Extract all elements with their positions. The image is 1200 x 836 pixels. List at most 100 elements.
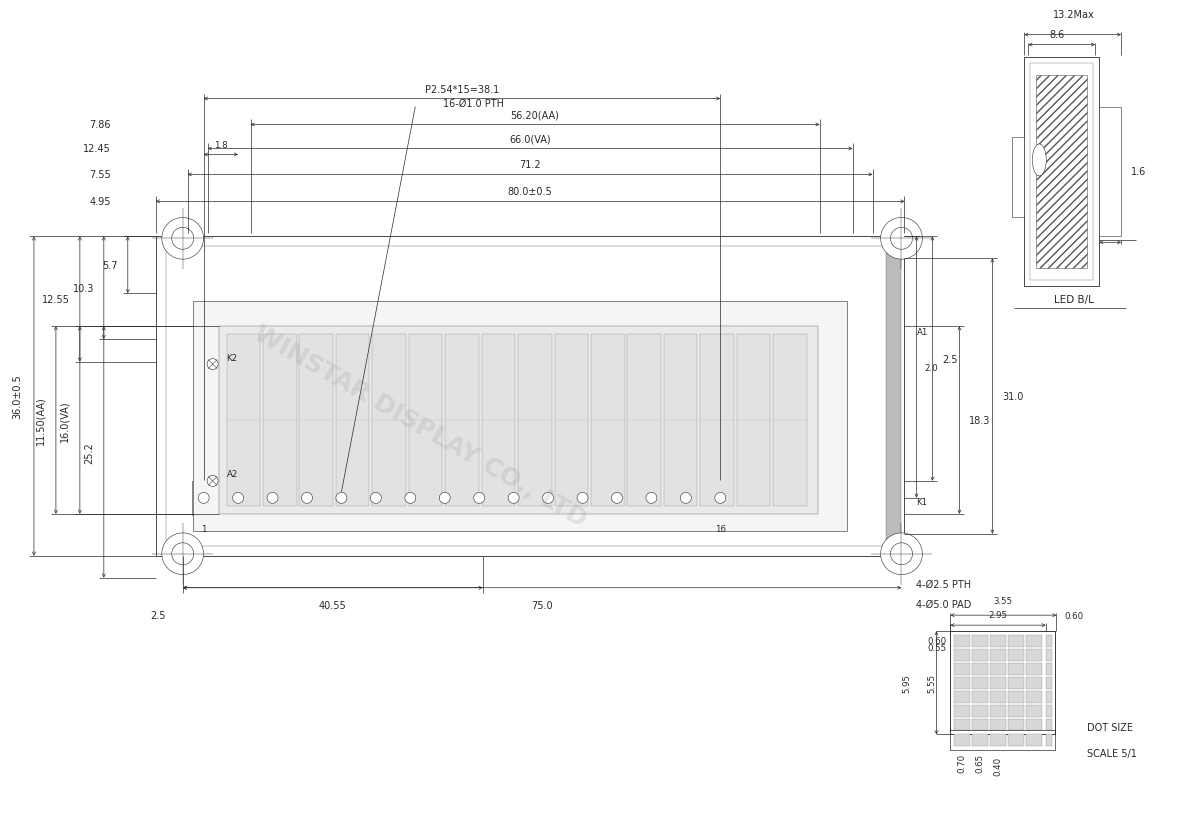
Bar <box>192 482 732 515</box>
Bar <box>701 334 734 507</box>
Text: DOT SIZE: DOT SIZE <box>1087 722 1134 732</box>
Bar <box>518 334 552 507</box>
Bar <box>1026 735 1042 746</box>
Text: 4-Ø2.5 PTH: 4-Ø2.5 PTH <box>917 579 972 589</box>
Bar <box>1099 107 1121 237</box>
Bar <box>990 663 1006 675</box>
Bar <box>954 635 970 647</box>
Bar <box>445 334 479 507</box>
Text: 16.0(VA): 16.0(VA) <box>60 400 70 441</box>
Text: 31.0: 31.0 <box>1002 391 1024 401</box>
Text: 8.6: 8.6 <box>1049 29 1064 39</box>
Bar <box>1008 650 1024 660</box>
Text: 16-Ø1.0 PTH: 16-Ø1.0 PTH <box>443 99 504 109</box>
Circle shape <box>680 492 691 504</box>
Text: 36.0±0.5: 36.0±0.5 <box>12 375 22 419</box>
Text: 4.95: 4.95 <box>89 197 110 207</box>
Bar <box>1025 58 1099 287</box>
Bar <box>300 334 334 507</box>
Bar <box>1045 650 1052 660</box>
Text: 25.2: 25.2 <box>84 441 94 463</box>
Circle shape <box>198 492 209 504</box>
Circle shape <box>162 533 204 575</box>
Text: 12.55: 12.55 <box>42 294 70 304</box>
Text: 13.2Max: 13.2Max <box>1052 10 1094 19</box>
Bar <box>193 302 846 531</box>
Bar <box>554 334 588 507</box>
Bar <box>950 631 1055 735</box>
Circle shape <box>233 492 244 504</box>
Bar <box>990 691 1006 703</box>
Text: 18.3: 18.3 <box>970 415 991 426</box>
Bar <box>773 334 806 507</box>
Bar <box>972 677 988 689</box>
Text: 4-Ø5.0 PAD: 4-Ø5.0 PAD <box>917 599 972 609</box>
Bar <box>166 247 894 546</box>
Bar <box>972 706 988 716</box>
Bar <box>1045 663 1052 675</box>
Bar <box>1026 677 1042 689</box>
Circle shape <box>646 492 656 504</box>
Circle shape <box>404 492 416 504</box>
Bar <box>954 706 970 716</box>
Bar <box>1037 75 1087 269</box>
Text: 66.0(VA): 66.0(VA) <box>509 135 551 145</box>
Text: 5.95: 5.95 <box>902 674 912 692</box>
Circle shape <box>508 492 520 504</box>
Text: 16: 16 <box>715 524 726 533</box>
Bar <box>628 334 661 507</box>
Bar <box>227 334 260 507</box>
Bar <box>1045 635 1052 647</box>
Bar <box>990 677 1006 689</box>
Bar <box>1026 635 1042 647</box>
Bar <box>954 677 970 689</box>
Bar <box>954 735 970 746</box>
Circle shape <box>208 359 218 370</box>
Text: 75.0: 75.0 <box>532 600 553 610</box>
Text: 1.6: 1.6 <box>1132 167 1146 177</box>
Bar <box>1008 677 1024 689</box>
Text: 0.70: 0.70 <box>958 752 967 772</box>
Text: 2.5: 2.5 <box>151 610 167 620</box>
Circle shape <box>439 492 450 504</box>
Bar <box>972 735 988 746</box>
Text: SCALE 5/1: SCALE 5/1 <box>1087 748 1138 758</box>
Text: WINSTAR DISPLAY CO., LTD: WINSTAR DISPLAY CO., LTD <box>250 321 590 532</box>
Bar <box>990 719 1006 731</box>
Text: 71.2: 71.2 <box>520 161 541 171</box>
Bar <box>592 334 624 507</box>
Circle shape <box>371 492 382 504</box>
Bar <box>1026 719 1042 731</box>
Text: LED B/L: LED B/L <box>1054 295 1093 305</box>
Circle shape <box>881 533 923 575</box>
Bar <box>1031 64 1093 281</box>
Bar <box>1045 719 1052 731</box>
Text: A2: A2 <box>227 470 238 479</box>
Bar <box>1026 650 1042 660</box>
Bar <box>1008 706 1024 716</box>
Bar <box>336 334 370 507</box>
Text: 5.55: 5.55 <box>928 674 936 692</box>
Bar <box>990 635 1006 647</box>
Bar <box>1008 719 1024 731</box>
Bar <box>972 691 988 703</box>
Circle shape <box>301 492 312 504</box>
Text: 2.5: 2.5 <box>942 354 958 364</box>
Bar <box>1026 706 1042 716</box>
Text: 10.3: 10.3 <box>72 283 94 293</box>
Circle shape <box>881 218 923 260</box>
Circle shape <box>172 228 193 250</box>
Text: 7.55: 7.55 <box>89 171 110 181</box>
Text: K1: K1 <box>917 497 928 507</box>
Bar <box>972 719 988 731</box>
Text: 1.8: 1.8 <box>214 140 228 150</box>
Text: 1: 1 <box>200 524 206 533</box>
Bar <box>1008 691 1024 703</box>
Circle shape <box>542 492 553 504</box>
Circle shape <box>268 492 278 504</box>
Circle shape <box>612 492 623 504</box>
Text: 2.0: 2.0 <box>924 363 938 372</box>
Circle shape <box>890 228 912 250</box>
Bar <box>156 237 905 556</box>
Text: 56.20(AA): 56.20(AA) <box>511 110 559 120</box>
